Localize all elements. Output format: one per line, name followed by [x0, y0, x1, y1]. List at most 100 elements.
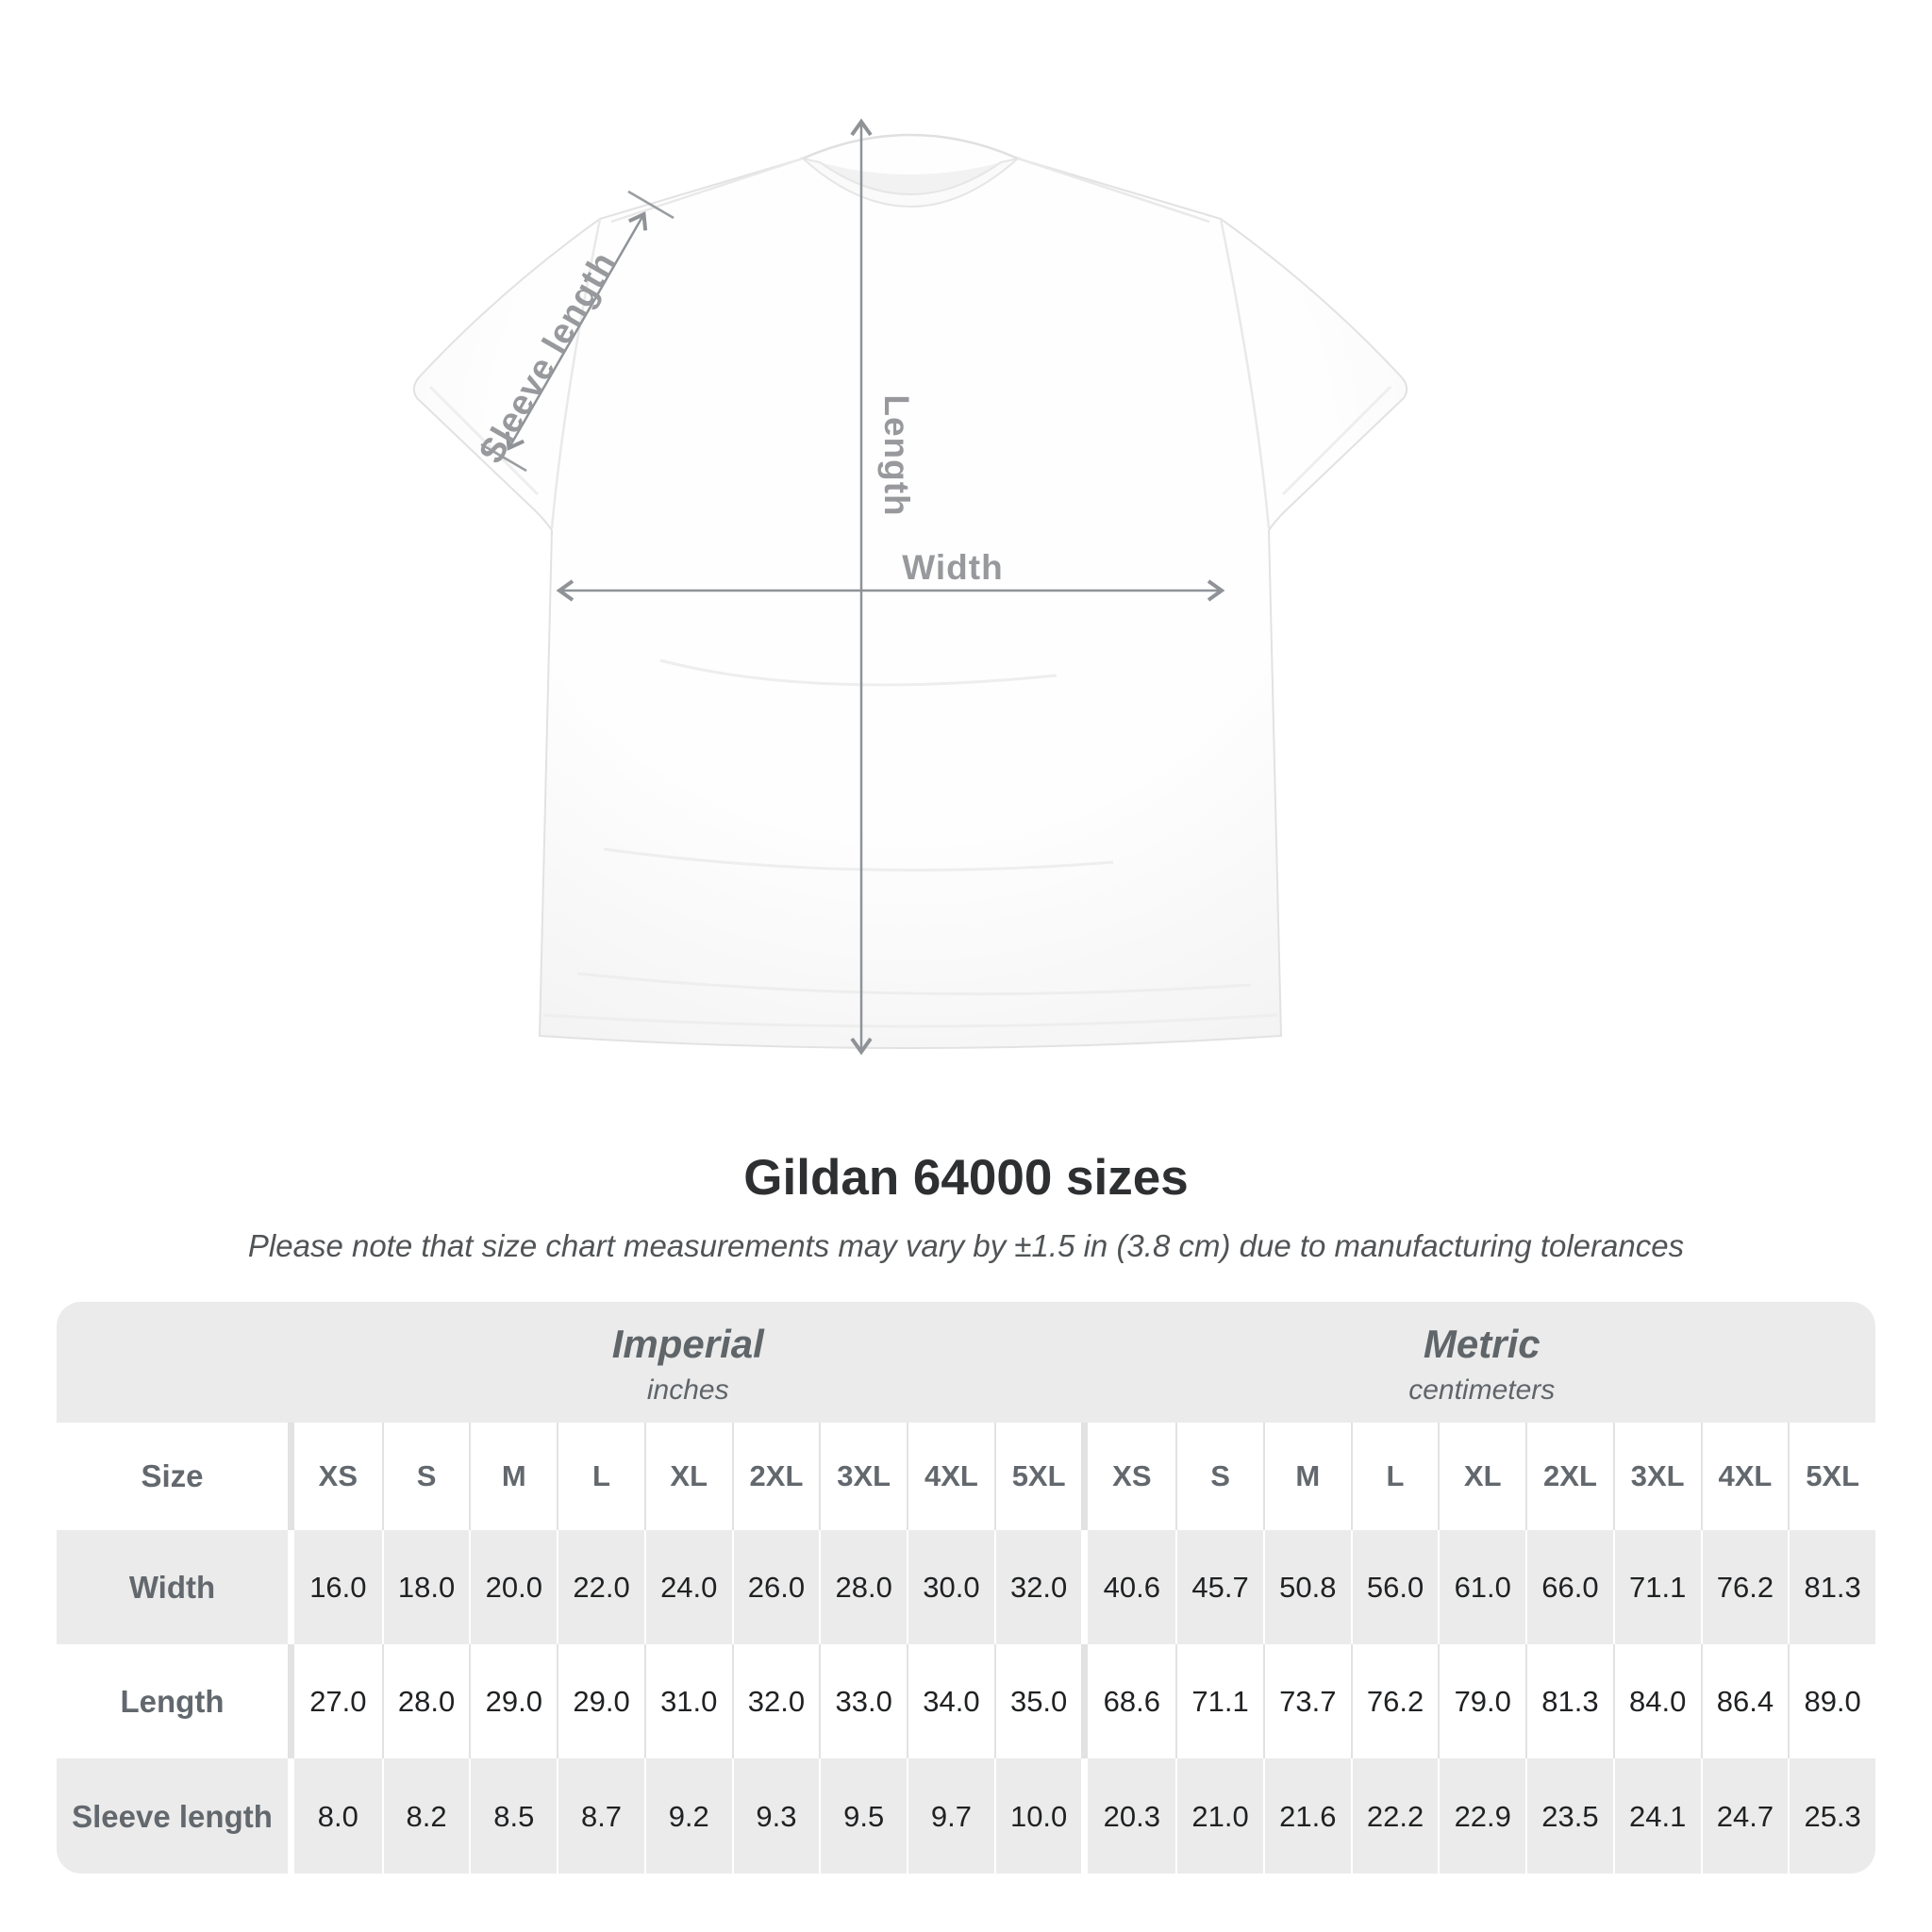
value-cell: 24.1: [1612, 1758, 1701, 1874]
table-row-sleeve-length: Sleeve length 8.0 8.2 8.5 8.7 9.2 9.3 9.…: [57, 1758, 1875, 1874]
page-title: Gildan 64000 sizes: [743, 1150, 1189, 1206]
size-column-label: Size: [57, 1423, 288, 1530]
sleeve-length-arrow: [505, 211, 648, 451]
value-cell: 27.0: [294, 1644, 382, 1758]
units-header-row: Imperial inches Metric centimeters: [57, 1302, 1875, 1423]
size-header-metric-xs: XS: [1088, 1423, 1176, 1530]
value-cell: 21.0: [1175, 1758, 1263, 1874]
value-cell: 29.0: [557, 1644, 644, 1758]
size-header-imperial-xs: XS: [294, 1423, 382, 1530]
value-cell: 56.0: [1350, 1530, 1439, 1644]
group-gap: [1081, 1758, 1089, 1874]
value-cell: 22.2: [1350, 1758, 1439, 1874]
sleeve-length-cap-top: [627, 190, 675, 220]
value-cell: 34.0: [907, 1644, 994, 1758]
size-header-imperial-xl: XL: [643, 1423, 732, 1530]
value-cell: 68.6: [1088, 1644, 1176, 1758]
size-header-row: Size XS S M L XL 2XL 3XL 4XL 5XL XS S M …: [57, 1423, 1875, 1530]
value-cell: 16.0: [294, 1530, 382, 1644]
value-cell: 8.0: [294, 1758, 382, 1874]
value-cell: 81.3: [1788, 1530, 1875, 1644]
metric-label: Metric: [1423, 1322, 1541, 1366]
value-cell: 32.0: [731, 1644, 820, 1758]
sleeve-length-cap-bottom: [480, 442, 527, 473]
value-cell: 9.2: [643, 1758, 732, 1874]
value-cell: 24.7: [1700, 1758, 1789, 1874]
value-cell: 25.3: [1788, 1758, 1875, 1874]
value-cell: 45.7: [1175, 1530, 1263, 1644]
page-subtitle: Please note that size chart measurements…: [247, 1228, 1685, 1263]
table-row-width: Width 16.0 18.0 20.0 22.0 24.0 26.0 28.0…: [57, 1530, 1875, 1644]
size-header-metric-3xl: 3XL: [1612, 1423, 1701, 1530]
group-gap: [1081, 1644, 1089, 1758]
column-gap: [288, 1758, 294, 1874]
tshirt-diagram: Sleeve length Length Width: [412, 118, 1408, 1056]
value-cell: 10.0: [993, 1758, 1082, 1874]
size-header-imperial-3xl: 3XL: [819, 1423, 908, 1530]
value-cell: 28.0: [819, 1530, 908, 1644]
row-label-width: Width: [57, 1530, 288, 1644]
value-cell: 31.0: [643, 1644, 732, 1758]
width-label: Width: [902, 548, 1003, 587]
table-row-length: Length 27.0 28.0 29.0 29.0 31.0 32.0 33.…: [57, 1644, 1875, 1758]
value-cell: 18.0: [381, 1530, 470, 1644]
value-cell: 23.5: [1525, 1758, 1613, 1874]
column-gap: [288, 1644, 294, 1758]
value-cell: 32.0: [993, 1530, 1082, 1644]
size-header-imperial-4xl: 4XL: [907, 1423, 994, 1530]
value-cell: 71.1: [1175, 1644, 1263, 1758]
value-cell: 86.4: [1700, 1644, 1789, 1758]
value-cell: 9.3: [731, 1758, 820, 1874]
value-cell: 61.0: [1438, 1530, 1526, 1644]
value-cell: 35.0: [993, 1644, 1082, 1758]
value-cell: 71.1: [1612, 1530, 1701, 1644]
column-gap: [288, 1423, 294, 1530]
value-cell: 28.0: [381, 1644, 470, 1758]
value-cell: 20.0: [469, 1530, 558, 1644]
value-cell: 84.0: [1612, 1644, 1701, 1758]
value-cell: 73.7: [1262, 1644, 1351, 1758]
value-cell: 8.7: [557, 1758, 644, 1874]
value-cell: 30.0: [907, 1530, 994, 1644]
value-cell: 9.7: [907, 1758, 994, 1874]
group-gap: [1081, 1530, 1089, 1644]
size-header-imperial-2xl: 2XL: [731, 1423, 820, 1530]
row-label-length: Length: [57, 1644, 288, 1758]
size-header-metric-5xl: 5XL: [1788, 1423, 1875, 1530]
value-cell: 81.3: [1525, 1644, 1613, 1758]
imperial-label: Imperial: [611, 1322, 764, 1366]
size-header-imperial-l: L: [557, 1423, 644, 1530]
size-header-metric-s: S: [1175, 1423, 1263, 1530]
value-cell: 33.0: [819, 1644, 908, 1758]
value-cell: 50.8: [1262, 1530, 1351, 1644]
value-cell: 8.5: [469, 1758, 558, 1874]
imperial-unit-label: inches: [646, 1374, 729, 1406]
row-label-sleeve-length: Sleeve length: [57, 1758, 288, 1874]
value-cell: 20.3: [1088, 1758, 1176, 1874]
value-cell: 26.0: [731, 1530, 820, 1644]
group-gap: [1081, 1423, 1089, 1530]
size-header-metric-xl: XL: [1438, 1423, 1526, 1530]
value-cell: 21.6: [1262, 1758, 1351, 1874]
size-header-metric-m: M: [1262, 1423, 1351, 1530]
value-cell: 76.2: [1350, 1644, 1439, 1758]
value-cell: 40.6: [1088, 1530, 1176, 1644]
metric-group-header: Metric centimeters: [1089, 1302, 1876, 1423]
size-header-metric-l: L: [1350, 1423, 1439, 1530]
metric-unit-label: centimeters: [1408, 1374, 1556, 1406]
value-cell: 79.0: [1438, 1644, 1526, 1758]
value-cell: 76.2: [1700, 1530, 1789, 1644]
size-header-metric-4xl: 4XL: [1700, 1423, 1789, 1530]
column-gap: [288, 1530, 294, 1644]
value-cell: 8.2: [381, 1758, 470, 1874]
value-cell: 22.9: [1438, 1758, 1526, 1874]
size-header-imperial-5xl: 5XL: [993, 1423, 1082, 1530]
value-cell: 66.0: [1525, 1530, 1613, 1644]
length-label: Length: [877, 394, 916, 516]
value-cell: 89.0: [1788, 1644, 1875, 1758]
size-header-imperial-m: M: [469, 1423, 558, 1530]
size-chart-table: Imperial inches Metric centimeters Size …: [57, 1302, 1875, 1874]
value-cell: 29.0: [469, 1644, 558, 1758]
value-cell: 24.0: [643, 1530, 732, 1644]
